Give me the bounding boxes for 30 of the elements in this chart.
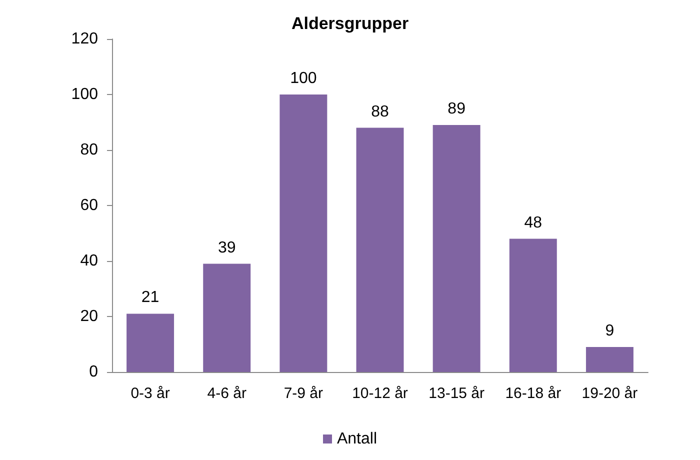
- y-tick-label: 40: [80, 252, 98, 270]
- data-label: 48: [524, 214, 542, 232]
- x-tick-label: 13-15 år: [428, 385, 485, 402]
- x-tick-label: 7-9 år: [284, 385, 324, 402]
- bar: [356, 128, 404, 372]
- y-tick-label: 0: [89, 364, 98, 380]
- x-tick-label: 19-20 år: [582, 385, 638, 402]
- bar: [509, 238, 557, 372]
- y-tick-label: 60: [80, 197, 98, 214]
- y-tick-label: 120: [71, 30, 98, 48]
- x-tick-label: 0-3 år: [130, 385, 170, 402]
- y-tick-label: 100: [71, 86, 98, 103]
- bar: [203, 264, 251, 372]
- data-label: 89: [448, 100, 466, 118]
- bar: [126, 314, 174, 372]
- x-tick-label: 16-18 år: [505, 385, 562, 402]
- y-tick-label: 80: [80, 142, 98, 158]
- data-label: 100: [290, 70, 317, 87]
- x-tick-label: 10-12 år: [352, 385, 408, 402]
- data-label: 88: [371, 103, 389, 120]
- data-label: 9: [605, 322, 614, 340]
- legend-label: Antall: [336, 430, 378, 448]
- data-label: 21: [141, 289, 160, 306]
- bar: [432, 125, 480, 372]
- data-label: 39: [218, 239, 236, 256]
- y-tick-label: 20: [80, 308, 98, 325]
- chart-title: Aldersgrupper: [291, 14, 409, 33]
- bar: [280, 94, 328, 372]
- x-tick-label: 4-6 år: [207, 385, 246, 402]
- bar: [586, 347, 634, 372]
